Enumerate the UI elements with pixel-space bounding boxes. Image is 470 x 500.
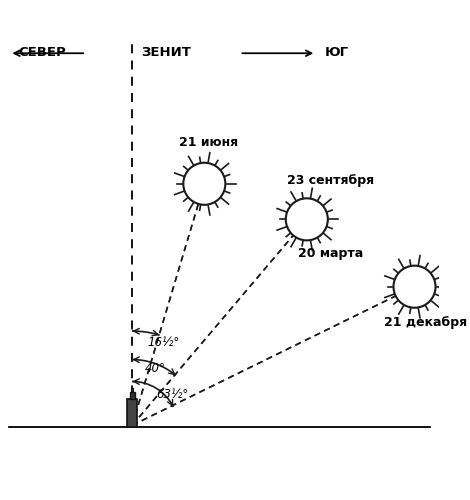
Text: 21 декабря: 21 декабря [384, 316, 467, 329]
Text: 40°: 40° [144, 362, 165, 375]
Bar [131, 388, 133, 392]
Circle shape [183, 162, 226, 205]
Text: 20 марта: 20 марта [298, 246, 363, 260]
Text: 21 июня: 21 июня [179, 136, 238, 149]
Text: СЕВЕР: СЕВЕР [18, 46, 66, 59]
Bar [127, 399, 137, 428]
Text: 16½°: 16½° [148, 336, 180, 348]
Bar [130, 392, 135, 399]
Text: 23 сентября: 23 сентября [287, 174, 375, 186]
Text: 63½°: 63½° [156, 388, 188, 401]
Circle shape [393, 266, 436, 308]
Text: ЮГ: ЮГ [325, 46, 349, 59]
Text: ЗЕНИТ: ЗЕНИТ [141, 46, 191, 59]
Circle shape [286, 198, 328, 240]
